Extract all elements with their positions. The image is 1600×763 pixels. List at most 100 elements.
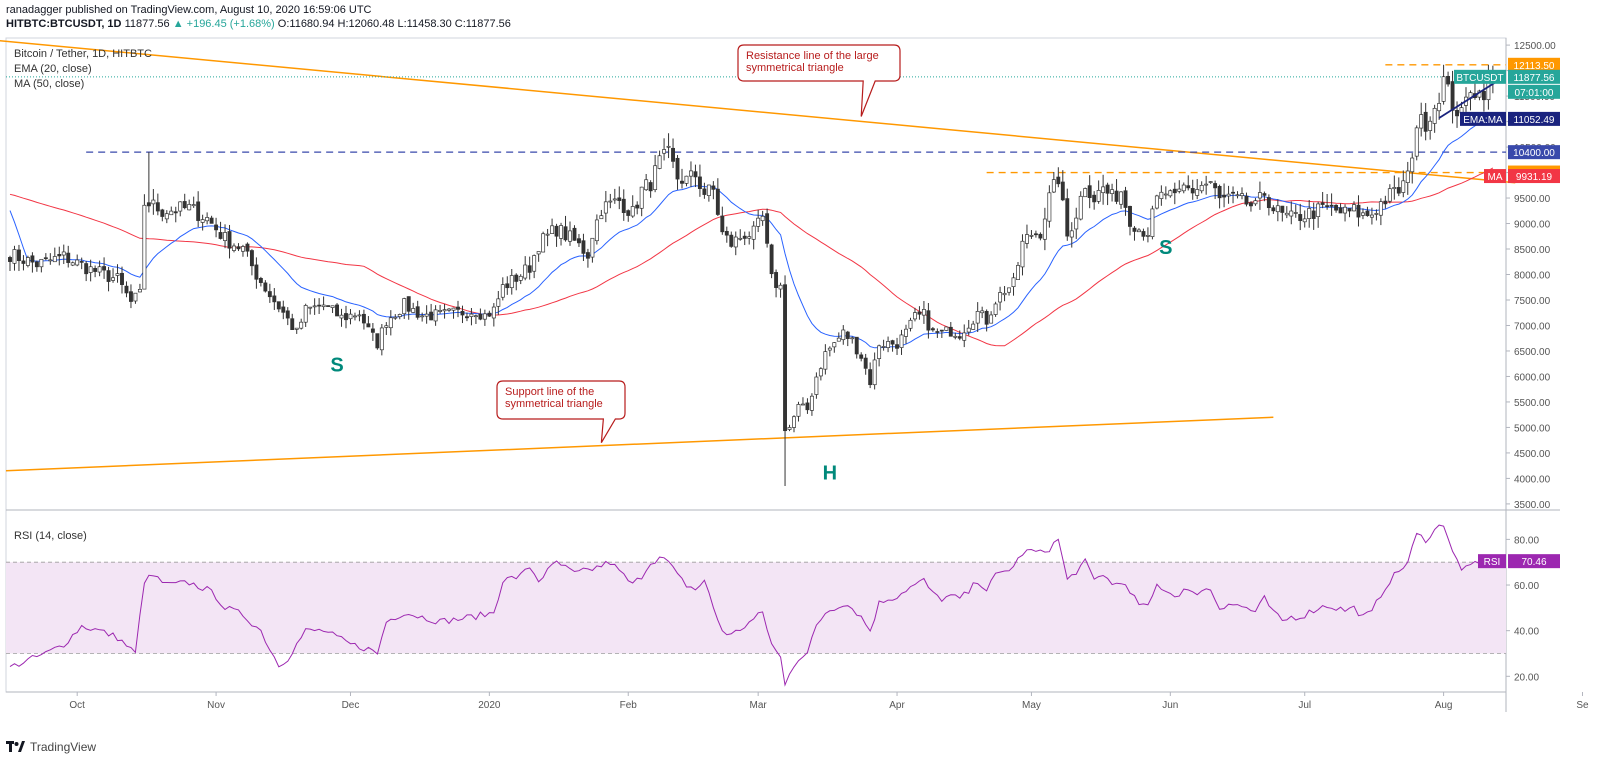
candle-body: [1387, 188, 1392, 202]
candle-body: [917, 311, 922, 315]
legend-ma: MA (50, close): [14, 78, 85, 90]
candle-body: [321, 304, 326, 308]
candle-body: [989, 314, 994, 324]
candle-body: [1392, 187, 1397, 190]
candle-body: [1446, 75, 1451, 85]
level-tag-resistance-12113: [1508, 57, 1560, 72]
candle-body: [724, 231, 729, 236]
candle-body: [393, 316, 398, 319]
symbol-text: HITBTC:BTCUSDT, 1D: [6, 18, 122, 30]
candle-body: [518, 275, 523, 281]
candle-body: [644, 179, 649, 191]
candle-body: [1163, 193, 1168, 196]
candle-body: [585, 252, 590, 259]
candle-body: [1410, 157, 1415, 173]
candle-body: [832, 342, 837, 348]
candle-body: [657, 155, 662, 169]
btcusdt-tag-sub-box: [1508, 84, 1560, 99]
tradingview-logo-icon: [6, 741, 25, 752]
support-callout-box: [496, 380, 626, 444]
candle-body: [433, 309, 438, 322]
candle-body: [653, 165, 658, 191]
candle-body: [447, 308, 451, 311]
candle-body: [1168, 190, 1173, 197]
candle-body: [608, 200, 613, 203]
rsi-line: [9, 524, 1494, 687]
candle-body: [796, 404, 801, 417]
candle-body: [146, 202, 151, 207]
candle-body: [272, 295, 277, 303]
candle-body: [241, 246, 245, 252]
candle-body: [809, 395, 814, 411]
candle-body: [209, 217, 214, 224]
candle-body: [1428, 120, 1433, 131]
candle-body: [617, 197, 622, 201]
candle-body: [1450, 81, 1455, 111]
candle-body: [1128, 205, 1132, 227]
candle-body: [1338, 207, 1343, 214]
candle-body: [1441, 76, 1446, 102]
candle-body: [1141, 231, 1146, 237]
candle-body: [1119, 191, 1123, 205]
candle-body: [1455, 110, 1459, 117]
candle-body: [1396, 187, 1401, 194]
ma-tag-name-box: [1484, 169, 1506, 184]
candle-body: [39, 258, 44, 268]
candle-body: [953, 335, 958, 338]
candle-body: [303, 305, 308, 323]
candle-body: [590, 237, 595, 258]
candle-body: [818, 368, 823, 377]
candle-body: [993, 303, 998, 315]
resistance-callout-box: [737, 44, 901, 117]
candle-body: [783, 284, 787, 432]
candle-body: [1316, 203, 1321, 217]
candle-body: [1423, 111, 1428, 132]
resistance-callout-text: symmetrical triangle: [746, 62, 844, 74]
candle-body: [496, 298, 501, 307]
candle-body: [57, 254, 62, 257]
candle-body: [312, 305, 317, 308]
candle-body: [12, 249, 17, 264]
candle-body: [1213, 183, 1218, 189]
candle-body: [689, 170, 693, 177]
candle-body: [984, 310, 989, 325]
candle-body: [258, 277, 263, 283]
candle-body: [935, 331, 940, 333]
time-tick-label: 2020: [478, 700, 501, 711]
ma-tag-value: 9931.19: [1516, 172, 1553, 183]
candle-body: [1020, 240, 1025, 268]
candle-body: [191, 204, 196, 207]
candle-body: [106, 270, 111, 282]
candle-body: [706, 184, 711, 196]
rsi-tick-label: 40.00: [1514, 627, 1539, 638]
candle-body: [1101, 186, 1106, 194]
candle-body: [415, 306, 420, 318]
candle-body: [1226, 193, 1231, 197]
candle-body: [500, 284, 505, 298]
candle-body: [1271, 207, 1276, 212]
price-tick-label: 6500.00: [1514, 347, 1551, 358]
candle-body: [675, 157, 680, 180]
candle-body: [451, 307, 456, 311]
candle-body: [155, 202, 160, 212]
candle-body: [801, 403, 805, 406]
candle-body: [1087, 185, 1092, 199]
candle-body: [366, 323, 371, 328]
candle-body: [1074, 217, 1079, 230]
candle-body: [577, 238, 581, 244]
candle-body: [715, 188, 720, 215]
candle-body: [424, 313, 429, 317]
left-shoulder-label: S: [330, 354, 343, 376]
candle-body: [1235, 194, 1240, 197]
time-tick-label: Feb: [620, 700, 638, 711]
candle-body: [1181, 184, 1186, 192]
candle-body: [930, 328, 935, 331]
candle-body: [957, 336, 962, 339]
candle-body: [1352, 204, 1356, 212]
candle-body: [182, 201, 187, 209]
candle-body: [881, 346, 886, 348]
candle-body: [1414, 127, 1419, 157]
candle-body: [160, 209, 165, 217]
level-label-level-10400: 10400.00: [1513, 148, 1555, 159]
